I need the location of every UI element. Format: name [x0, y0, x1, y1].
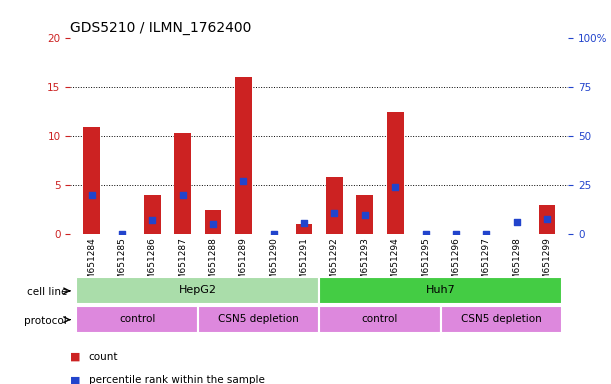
- Bar: [356, 195, 373, 234]
- Bar: [198, 306, 320, 333]
- Point: [87, 192, 97, 198]
- Bar: [296, 224, 312, 234]
- Point: [481, 231, 491, 237]
- Bar: [83, 127, 100, 234]
- Text: GDS5210 / ILMN_1762400: GDS5210 / ILMN_1762400: [70, 21, 252, 35]
- Bar: [235, 76, 252, 234]
- Point: [299, 220, 309, 227]
- Point: [329, 210, 339, 216]
- Point: [238, 178, 248, 184]
- Point: [208, 221, 218, 227]
- Bar: [441, 306, 562, 333]
- Bar: [326, 177, 343, 234]
- Point: [147, 217, 157, 223]
- Point: [117, 231, 126, 237]
- Bar: [320, 306, 441, 333]
- Bar: [539, 205, 555, 234]
- Bar: [76, 277, 320, 304]
- Bar: [174, 133, 191, 234]
- Text: CSN5 depletion: CSN5 depletion: [461, 314, 542, 324]
- Point: [451, 231, 461, 237]
- Point: [512, 219, 522, 225]
- Text: count: count: [89, 352, 118, 362]
- Text: protocol: protocol: [24, 316, 67, 326]
- Point: [420, 231, 430, 237]
- Text: Huh7: Huh7: [426, 285, 456, 295]
- Text: percentile rank within the sample: percentile rank within the sample: [89, 375, 265, 384]
- Point: [178, 192, 188, 198]
- Text: HepG2: HepG2: [179, 285, 217, 295]
- Text: CSN5 depletion: CSN5 depletion: [218, 314, 299, 324]
- Text: control: control: [119, 314, 155, 324]
- Text: ■: ■: [70, 352, 81, 362]
- Bar: [76, 306, 198, 333]
- Bar: [205, 210, 221, 234]
- Text: cell line: cell line: [27, 287, 67, 297]
- Bar: [320, 277, 562, 304]
- Bar: [387, 112, 403, 234]
- Point: [390, 184, 400, 190]
- Text: control: control: [362, 314, 398, 324]
- Text: ■: ■: [70, 375, 81, 384]
- Point: [360, 212, 370, 218]
- Bar: [144, 195, 161, 234]
- Point: [269, 231, 279, 237]
- Point: [542, 215, 552, 222]
